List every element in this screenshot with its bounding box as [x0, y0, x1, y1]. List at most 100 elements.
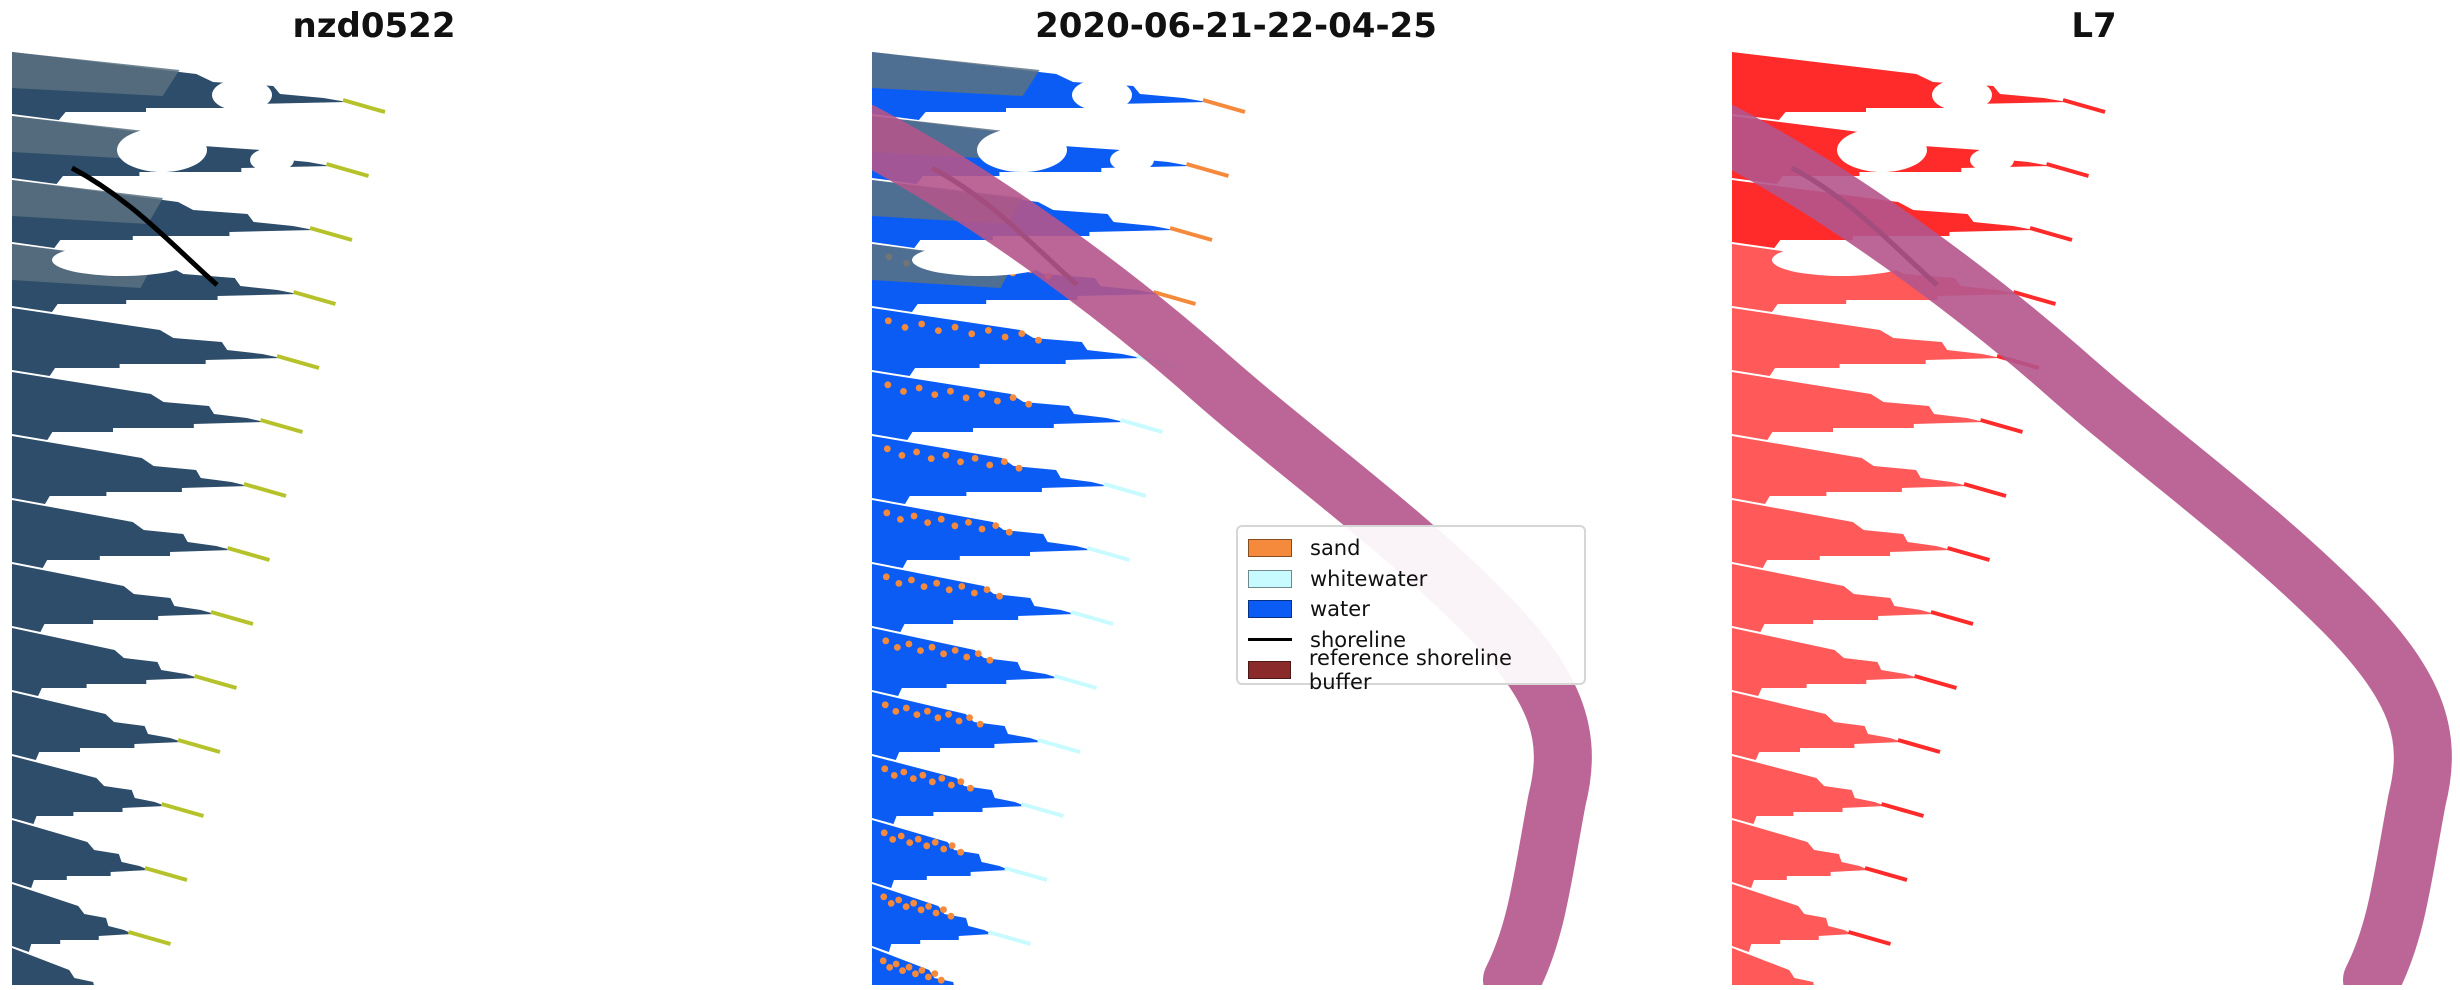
sand-speck [881, 765, 889, 773]
swath-strip [12, 948, 94, 985]
strip-tail [1020, 802, 1065, 818]
sand-speck [1009, 394, 1017, 401]
sand-speck [1000, 458, 1008, 465]
swath-strip [12, 820, 149, 888]
strip-tail [144, 866, 188, 882]
swath-strip [1732, 884, 1853, 952]
strip-tail [160, 802, 205, 818]
sand-speck [884, 381, 892, 389]
sand-speck [1025, 400, 1033, 408]
sand-speck [955, 717, 963, 725]
sand-speck [887, 900, 895, 907]
sand-speck [968, 330, 976, 338]
sand-speck [932, 909, 940, 917]
sand-speck [882, 573, 890, 581]
strip-tail [1202, 98, 1246, 114]
sand-speck [974, 650, 982, 657]
sand-speck [897, 832, 905, 840]
legend-item-shoreline: shoreline [1248, 625, 1574, 656]
swath-strip [12, 372, 265, 440]
swath-strip [872, 756, 1026, 824]
swath-strip [12, 884, 133, 952]
cloud-patch [977, 128, 1067, 172]
strip-tail [1037, 738, 1081, 754]
cloud-patch [117, 128, 207, 172]
sand-speck [978, 391, 986, 398]
swath-strip [12, 308, 281, 376]
legend-label: sand [1310, 536, 1361, 561]
swath-strip [1732, 756, 1886, 824]
sand-speck [983, 586, 991, 593]
strip-tail [1963, 482, 2007, 498]
legend-item-water: water [1248, 594, 1574, 625]
sand-speck [957, 778, 965, 785]
swath-strip [1732, 308, 2001, 376]
swath-strip [12, 692, 182, 760]
sand-speck [884, 317, 892, 325]
reference-buffer-swatch [1248, 661, 1291, 680]
sand-swatch [1248, 539, 1292, 558]
sand-speck [909, 775, 917, 782]
strip-tail [1169, 226, 1213, 242]
sand-speck [925, 903, 932, 910]
classified-image-panel [872, 52, 1592, 985]
sand-speck [918, 320, 926, 328]
cloud-patch [1110, 148, 1154, 172]
swath-strip [1732, 692, 1902, 760]
sand-speck [919, 771, 927, 779]
legend-label: reference shoreline buffer [1308, 646, 1512, 695]
strip-tail [1880, 802, 1925, 818]
sand-speck [967, 784, 974, 792]
sand-speck [883, 445, 891, 453]
strip-tail [292, 290, 337, 306]
strip-tail [1913, 674, 1958, 690]
sand-speck [898, 452, 906, 459]
strip-tail [2012, 290, 2057, 306]
sand-speck [906, 839, 914, 846]
sand-speck [913, 448, 920, 456]
reference-shoreline-buffer [1732, 105, 2452, 985]
sand-speck [957, 458, 964, 466]
strip-tail [325, 162, 370, 178]
sand-speck [996, 592, 1003, 600]
sand-speck [905, 963, 913, 971]
sand-speck [899, 967, 906, 974]
panel-title-2: 2020-06-21-22-04-25 [1035, 6, 1437, 46]
sand-speck [924, 519, 932, 526]
sand-speck [910, 899, 918, 907]
sand-speck [880, 829, 888, 837]
sand-speck [947, 387, 954, 395]
sand-speck [892, 708, 900, 715]
land-area [12, 180, 163, 224]
cloud-patch [1072, 79, 1132, 111]
swath-strip [12, 436, 248, 504]
legend-item-sand: sand [1248, 533, 1574, 564]
sand-speck [985, 327, 992, 334]
shoreline-line [70, 165, 219, 287]
sand-speck [917, 647, 924, 654]
sand-speck [951, 522, 959, 530]
swath-strip [12, 564, 215, 632]
cloud-patch [1837, 128, 1927, 172]
sand-speck [923, 842, 931, 850]
sand-speck [934, 327, 942, 334]
sand-speck [978, 525, 986, 533]
sand-speck [934, 714, 942, 722]
sand-speck [893, 644, 901, 651]
sand-speck [897, 516, 904, 523]
sand-speck [971, 455, 979, 462]
strip-tail [2062, 98, 2106, 114]
sand-speck [900, 768, 908, 776]
swath-strip [1732, 372, 1985, 440]
strip-tail [309, 226, 353, 242]
swath-strip [12, 756, 166, 824]
sand-speck [933, 579, 941, 587]
sand-speck [957, 848, 965, 856]
sand-speck [951, 647, 959, 654]
swath-strip [872, 436, 1108, 504]
sand-speck [931, 970, 939, 977]
sand-speck [931, 839, 939, 846]
cloud-mask-panel [1732, 52, 2452, 985]
strip-tail [1086, 546, 1131, 562]
sand-speck [1015, 464, 1023, 472]
